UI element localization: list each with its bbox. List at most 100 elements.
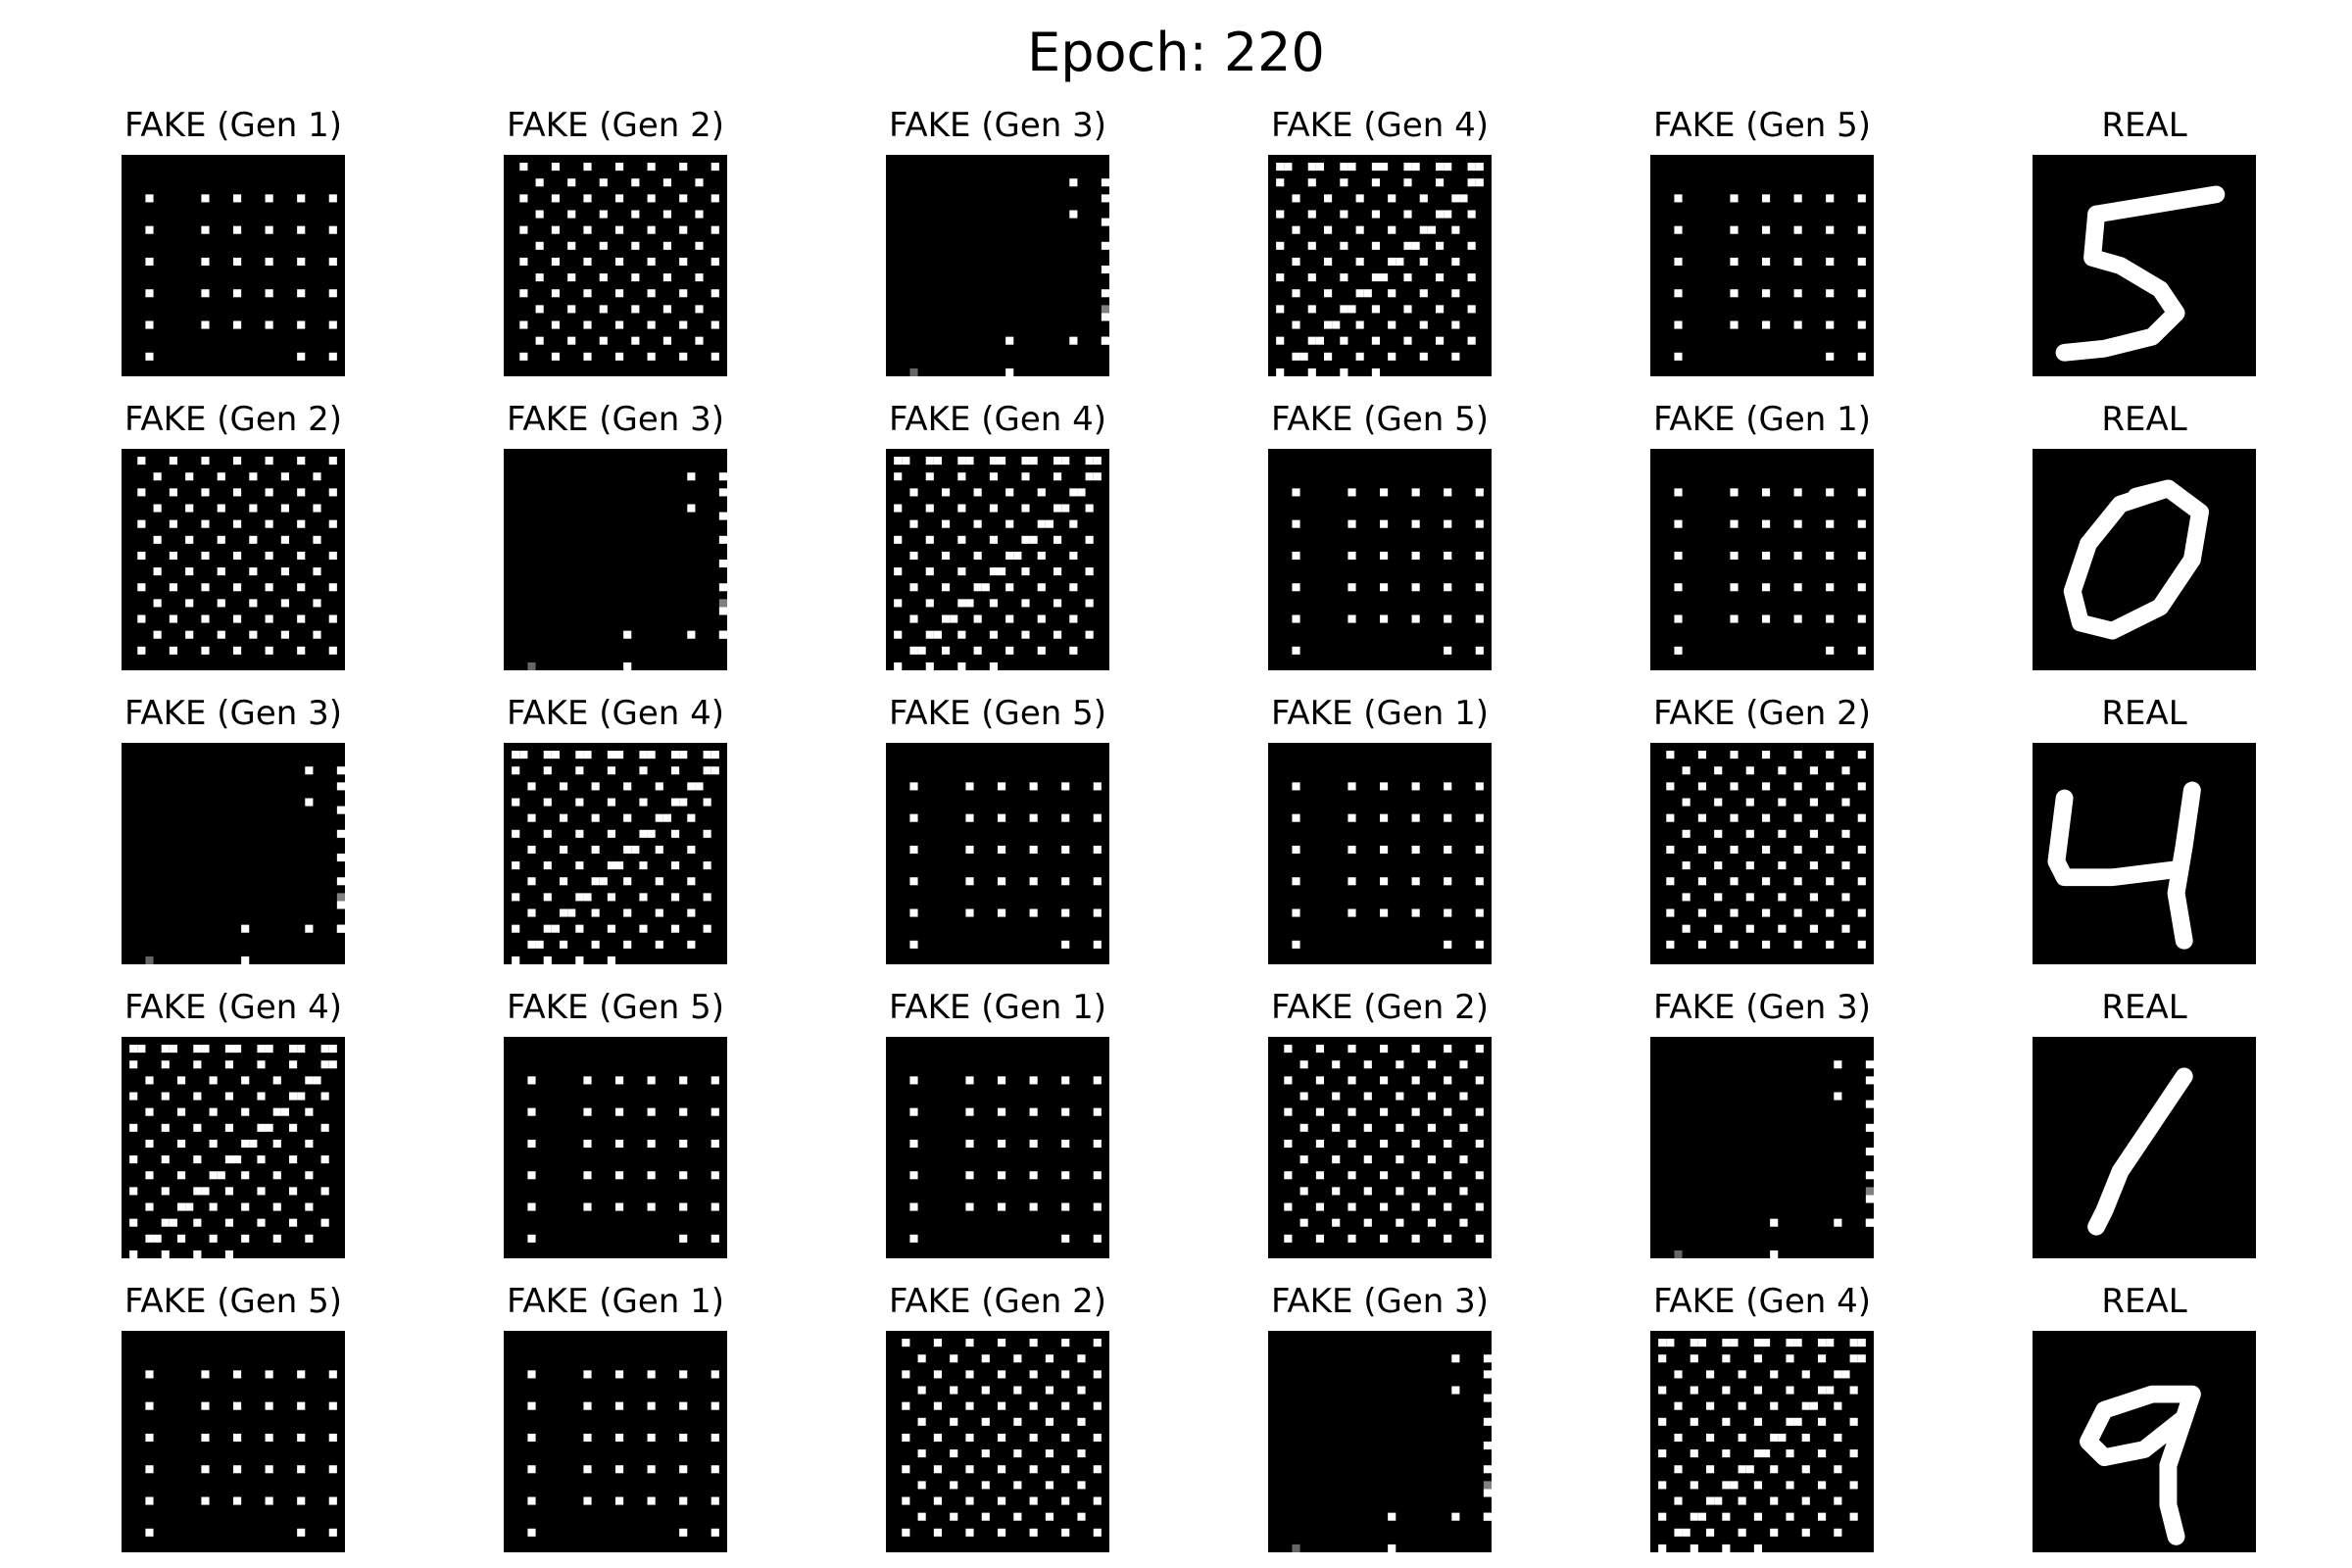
generated-pixel	[695, 178, 704, 187]
generated-pixel	[1292, 257, 1300, 266]
generated-pixel	[647, 320, 656, 329]
generated-pixel	[1841, 893, 1850, 902]
generated-pixel	[1475, 519, 1484, 528]
generated-pixel	[265, 1401, 273, 1410]
generated-pixel	[1475, 488, 1484, 497]
generated-pixel	[695, 241, 704, 250]
generated-pixel	[1865, 1076, 1874, 1085]
generated-pixel	[1841, 1370, 1850, 1379]
panel-title: FAKE (Gen 5)	[123, 1282, 343, 1321]
generated-pixel	[1745, 893, 1754, 902]
generated-pixel	[1682, 829, 1690, 838]
generated-pixel	[1054, 535, 1062, 544]
generated-pixel	[1085, 535, 1094, 544]
generated-pixel	[1380, 163, 1389, 172]
generated-image	[122, 1331, 345, 1552]
generated-pixel	[1834, 1060, 1842, 1069]
generated-pixel	[1371, 368, 1380, 376]
generated-pixel	[1332, 1187, 1341, 1196]
generated-pixel	[1467, 241, 1476, 250]
generated-pixel	[679, 1465, 688, 1474]
generated-pixel	[933, 1370, 942, 1379]
generated-pixel	[679, 352, 688, 361]
generated-pixel	[305, 1139, 314, 1148]
generated-pixel	[909, 782, 918, 791]
generated-pixel	[543, 798, 552, 807]
generated-pixel	[519, 289, 528, 298]
generated-pixel	[1786, 1354, 1794, 1363]
generated-pixel	[710, 1107, 719, 1116]
generated-pixel	[639, 766, 648, 775]
digit-1-stroke	[2087, 1067, 2193, 1236]
panel-title: FAKE (Gen 2)	[1270, 988, 1490, 1027]
generated-pixel	[1284, 163, 1293, 172]
generated-pixel	[1348, 551, 1356, 560]
generated-pixel	[257, 1187, 266, 1196]
generated-pixel	[998, 908, 1006, 917]
generated-pixel	[1411, 1234, 1420, 1243]
generated-pixel	[1483, 1417, 1492, 1426]
generated-pixel	[233, 194, 242, 203]
generated-pixel	[233, 457, 242, 466]
generated-pixel	[297, 320, 306, 329]
panel-title: REAL	[2101, 694, 2187, 733]
generated-pixel	[1834, 1496, 1842, 1505]
generated-pixel	[1005, 646, 1014, 655]
generated-pixel	[1411, 488, 1420, 497]
generated-pixel	[1444, 1202, 1452, 1211]
generated-pixel	[543, 924, 552, 933]
generated-pixel	[1348, 583, 1356, 592]
generated-pixel	[153, 1234, 162, 1243]
generated-pixel	[289, 1187, 298, 1196]
generated-pixel	[1069, 488, 1078, 497]
generated-pixel	[909, 1202, 918, 1211]
generated-pixel	[169, 551, 177, 560]
generated-pixel	[583, 1433, 592, 1442]
generated-pixel	[679, 1234, 688, 1243]
generated-pixel	[894, 457, 903, 466]
generated-pixel	[1276, 336, 1285, 345]
generated-pixel	[909, 877, 918, 886]
generated-pixel	[1658, 1449, 1667, 1458]
generated-pixel	[1818, 1354, 1827, 1363]
generated-pixel	[1826, 1339, 1835, 1348]
generated-pixel	[1753, 1544, 1762, 1552]
generated-pixel	[1459, 1187, 1468, 1196]
generated-pixel	[1826, 908, 1835, 917]
generated-pixel	[917, 1481, 926, 1490]
generated-pixel	[647, 829, 656, 838]
generated-pixel	[639, 751, 648, 760]
generated-pixel	[1697, 782, 1706, 791]
generated-pixel	[1380, 519, 1389, 528]
generated-pixel	[328, 1496, 337, 1505]
generated-pixel	[710, 352, 719, 361]
generated-pixel	[1355, 257, 1364, 266]
generated-pixel	[129, 1092, 138, 1101]
generated-pixel	[1085, 472, 1094, 481]
generated-pixel	[289, 1060, 298, 1069]
generated-pixel	[583, 225, 592, 234]
generated-pixel	[1730, 225, 1739, 234]
generated-pixel	[328, 1045, 337, 1054]
generated-pixel	[1029, 1202, 1038, 1211]
generated-pixel	[1411, 614, 1420, 623]
generated-pixel	[161, 1045, 170, 1054]
generated-pixel	[710, 1465, 719, 1474]
generated-pixel	[1762, 225, 1771, 234]
generated-image	[122, 449, 345, 670]
generated-pixel	[1475, 908, 1484, 917]
generated-pixel	[687, 782, 696, 791]
generated-pixel	[1403, 163, 1412, 172]
generated-pixel	[710, 225, 719, 234]
digit-4-stroke	[2167, 781, 2201, 950]
generated-pixel	[1069, 551, 1078, 560]
generated-pixel	[1013, 551, 1022, 560]
generated-pixel	[1045, 519, 1054, 528]
generated-pixel	[1826, 551, 1835, 560]
generated-pixel	[265, 1370, 273, 1379]
generated-pixel	[1276, 241, 1285, 250]
generated-pixel	[973, 551, 982, 560]
generated-pixel	[1411, 1171, 1420, 1180]
generated-pixel	[224, 1155, 233, 1164]
generated-pixel	[679, 1496, 688, 1505]
